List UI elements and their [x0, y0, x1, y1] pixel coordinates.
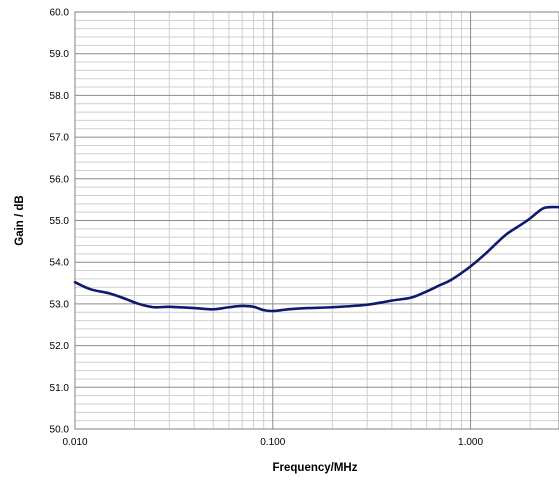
- y-axis-title: Gain / dB: [14, 195, 26, 245]
- y-tick-labels: 50.0 51.0 52.0 53.0 54.0 55.0 56.0 57.0 58.0 59.0…: [50, 8, 70, 436]
- x-tick-label: 0.010: [62, 437, 87, 448]
- series-line-0: [73, 205, 559, 313]
- minor-gridlines: [75, 12, 559, 429]
- plot-area-frame: [74, 11, 559, 430]
- series-layer: [73, 205, 559, 313]
- x-tick-label: 0.100: [260, 437, 285, 448]
- x-tick-label: 1.000: [458, 437, 483, 448]
- y-tick-label: 51.0: [50, 383, 70, 394]
- x-tick-labels: 0.010 0.100 1.000: [62, 437, 483, 448]
- y-tick-label: 58.0: [50, 91, 70, 102]
- y-tick-label: 52.0: [50, 341, 70, 352]
- y-tick-label: 50.0: [50, 425, 70, 436]
- y-tick-label: 57.0: [50, 133, 70, 144]
- y-tick-label: 56.0: [50, 174, 70, 185]
- y-tick-label: 53.0: [50, 299, 70, 310]
- y-tick-label: 54.0: [50, 258, 70, 269]
- y-tick-label: 60.0: [50, 8, 70, 19]
- y-tick-label: 55.0: [50, 216, 70, 227]
- y-tick-label: 59.0: [50, 49, 70, 60]
- x-axis-title: Frequency/MHz: [273, 462, 358, 474]
